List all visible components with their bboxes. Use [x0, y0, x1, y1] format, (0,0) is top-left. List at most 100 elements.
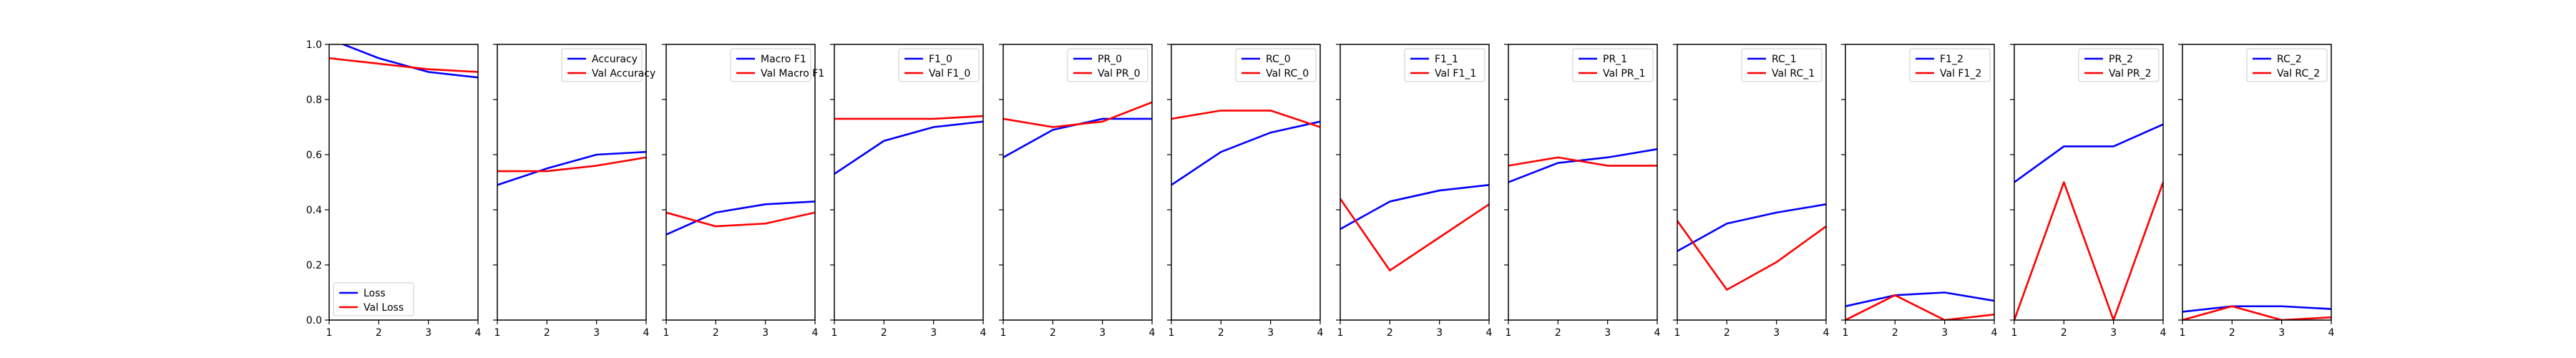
axes-frame	[665, 44, 816, 321]
legend-label: PR_0	[1098, 54, 1122, 65]
val-series-line	[2182, 305, 2331, 320]
x-tick-label: 4	[1486, 327, 1493, 339]
legend-label: RC_0	[1266, 54, 1291, 65]
x-tick-label: 3	[762, 327, 769, 339]
subplot-12: 1 2 3 4 RC_2 Val RC_2	[2178, 44, 2335, 339]
axes-frame	[1508, 44, 1658, 321]
y-tick-label: 1.0	[306, 39, 322, 51]
legend-label: RC_1	[1772, 54, 1797, 65]
subplot-6: 1 2 3 4 RC_0 Val RC_0	[1167, 44, 1324, 339]
x-tick-label: 4	[1823, 327, 1830, 339]
legend-label: Loss	[364, 288, 386, 299]
x-tick-label: 2	[713, 327, 719, 339]
legend-label: Val F1_2	[1940, 68, 1981, 79]
axes-frame	[1171, 44, 1321, 321]
val-series-line	[1003, 101, 1152, 128]
x-tick-label: 2	[1555, 327, 1561, 339]
x-tick-label: 3	[1773, 327, 1780, 339]
val-series-line	[666, 211, 815, 228]
legend-label: F1_1	[1435, 54, 1458, 65]
x-tick-label: 2	[1218, 327, 1224, 339]
val-series-line	[834, 115, 983, 120]
x-tick-label: 1	[831, 327, 838, 339]
subplot-4: 1 2 3 4 F1_0 Val F1_0	[830, 44, 987, 339]
x-tick-label: 2	[1387, 327, 1393, 339]
x-tick-label: 3	[1941, 327, 1948, 339]
subplot-3: 1 2 3 4 Macro F1 Val Macro F1	[662, 44, 824, 339]
subplot-1: 1 2 3 4 0.0 0.2 0.4 0.6 0.8 1.0 Loss Val Loss	[306, 39, 482, 339]
legend-label: F1_2	[1940, 54, 1963, 65]
legend-label: Val F1_0	[929, 68, 970, 79]
legend-label: PR_2	[2109, 54, 2133, 65]
val-series-line	[1677, 220, 1826, 291]
legend: PR_1 Val PR_1	[1572, 48, 1654, 82]
x-tick-label: 3	[425, 327, 431, 339]
x-tick-label: 3	[2278, 327, 2285, 339]
legend-label: Accuracy	[592, 54, 638, 65]
legend: RC_1 Val RC_1	[1741, 48, 1823, 82]
x-tick-label: 4	[2328, 327, 2335, 339]
legend: Macro F1 Val Macro F1	[730, 48, 824, 82]
y-tick-label: 0.2	[306, 260, 322, 271]
legend-label: Val PR_0	[1098, 68, 1141, 79]
axes-frame	[1340, 44, 1490, 321]
train-series-line	[1845, 291, 1994, 308]
legend-label: Val F1_1	[1435, 68, 1476, 79]
subplot-9: 1 2 3 4 RC_1 Val RC_1	[1673, 44, 1830, 339]
axes-frame	[2182, 44, 2332, 321]
x-tick-label: 2	[2229, 327, 2235, 339]
subplot-10: 1 2 3 4 F1_2 Val F1_2	[1841, 44, 1998, 339]
x-tick-label: 1	[1169, 327, 1175, 339]
legend-label: F1_0	[929, 54, 952, 65]
train-series-line	[1171, 120, 1320, 186]
legend-label: Val Loss	[364, 302, 404, 314]
legend-label: RC_2	[2277, 54, 2302, 65]
legend-label: Val PR_1	[1603, 68, 1646, 79]
axes-frame	[328, 44, 479, 321]
axes-frame	[1845, 44, 1995, 321]
train-series-line	[666, 200, 815, 236]
val-series-line	[329, 57, 478, 73]
legend-label: Val PR_2	[2109, 68, 2152, 79]
train-series-line	[341, 44, 478, 79]
axes-frame	[834, 44, 984, 321]
x-tick-label: 3	[1099, 327, 1106, 339]
x-tick-label: 1	[1000, 327, 1007, 339]
train-series-line	[2182, 305, 2331, 313]
x-tick-label: 3	[2110, 327, 2117, 339]
legend-label: Macro F1	[761, 54, 806, 65]
x-tick-label: 1	[1674, 327, 1681, 339]
x-tick-label: 3	[1604, 327, 1611, 339]
x-tick-label: 2	[881, 327, 887, 339]
train-series-line	[2014, 123, 2163, 183]
train-series-line	[1508, 148, 1657, 183]
axes-frame	[2014, 44, 2164, 321]
legend-label: Val Accuracy	[592, 68, 655, 79]
val-series-line	[2014, 181, 2163, 320]
subplot-5: 1 2 3 4 PR_0 Val PR_0	[999, 44, 1156, 339]
x-tick-label: 4	[1149, 327, 1156, 339]
y-tick-label: 0.6	[306, 150, 322, 161]
x-tick-label: 1	[326, 327, 333, 339]
subplot-8: 1 2 3 4 PR_1 Val PR_1	[1504, 44, 1661, 339]
x-tick-label: 1	[663, 327, 670, 339]
x-tick-label: 2	[1724, 327, 1730, 339]
y-tick-label: 0.8	[306, 95, 322, 106]
legend: F1_0 Val F1_0	[898, 48, 980, 82]
x-tick-label: 4	[2160, 327, 2167, 339]
subplot-11: 1 2 3 4 PR_2 Val PR_2	[2010, 44, 2167, 339]
x-tick-label: 2	[544, 327, 550, 339]
x-tick-label: 2	[376, 327, 382, 339]
x-tick-label: 4	[475, 327, 482, 339]
x-tick-label: 3	[593, 327, 600, 339]
axes-frame	[1002, 44, 1153, 321]
train-series-line	[1677, 203, 1826, 252]
val-series-line	[1171, 110, 1320, 128]
x-tick-label: 4	[1991, 327, 1998, 339]
x-tick-label: 2	[2061, 327, 2067, 339]
x-tick-label: 1	[1506, 327, 1512, 339]
legend: RC_2 Val RC_2	[2246, 48, 2328, 82]
x-tick-label: 1	[2011, 327, 2018, 339]
legend: Loss Val Loss	[333, 282, 414, 316]
train-series-line	[1340, 184, 1489, 231]
